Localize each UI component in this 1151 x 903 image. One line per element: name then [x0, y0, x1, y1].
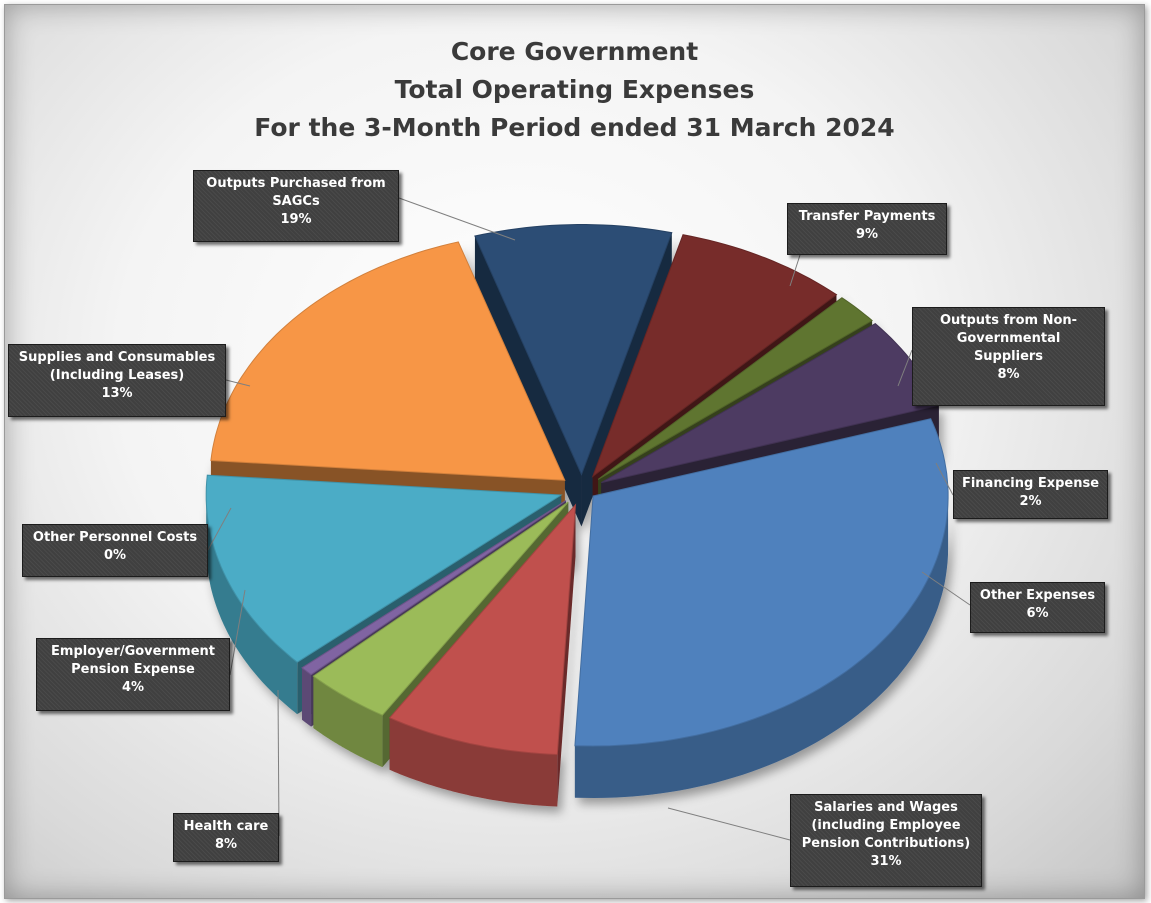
data-label-percent: 6% [1026, 606, 1049, 621]
data-label-name: Other Expenses [979, 588, 1096, 603]
data-label-percent: 0% [103, 548, 127, 563]
slice-side-health-care [389, 717, 558, 807]
data-label-name: Health care [183, 819, 269, 834]
data-label-transfer-payments: Transfer Payments 9% [787, 203, 947, 255]
data-label-outputs-from-non-governmental-suppliers: Outputs from Non- Governmental Suppliers… [912, 307, 1105, 406]
slice-side-salaries-and-wages-including-employee-pension-contributions [574, 496, 949, 798]
data-label-percent: 4% [121, 680, 145, 695]
data-label-percent: 19% [280, 212, 312, 227]
data-label-percent: 9% [855, 227, 879, 242]
slice-health-care [388, 503, 577, 756]
leader-line-employer-government-pension-expense [229, 589, 246, 676]
slice-outputs-from-non-governmental-suppliers [591, 234, 838, 478]
data-label-name: Supplies and Consumables (Including Leas… [18, 350, 216, 383]
slice-edge-transfer-payments [474, 236, 582, 527]
leader-line-transfer-payments [789, 254, 801, 287]
slice-side-employer-government-pension-expense [313, 676, 383, 768]
data-label-percent: 8% [997, 367, 1020, 382]
leader-line-financing-expense [935, 462, 954, 496]
data-label-health-care: Health care 8% [173, 813, 279, 862]
data-label-percent: 2% [1019, 494, 1042, 509]
data-label-percent: 13% [101, 386, 133, 401]
data-label-name: Outputs from Non- Governmental Suppliers [939, 313, 1078, 364]
data-label-percent: 8% [214, 837, 238, 852]
leader-line-supplies-and-consumables-including-leases [225, 379, 251, 387]
leader-line-outputs-purchased-from-sagcs [398, 197, 516, 241]
data-label-name: Transfer Payments [798, 209, 936, 224]
leader-line-salaries-and-wages-including-employee-pension-contributions [667, 807, 791, 841]
data-label-name: Financing Expense [961, 476, 1100, 491]
leader-line-outputs-from-non-governmental-suppliers [897, 349, 913, 387]
slice-side-supplies-and-consumables-including-leases [206, 495, 298, 715]
data-label-salaries-and-wages-including-employee-pension-contributions: Salaries and Wages (including Employee P… [790, 794, 982, 887]
chart-title: Core Government Total Operating Expenses… [254, 37, 895, 142]
data-label-name: Outputs Purchased from SAGCs [206, 176, 386, 209]
slice-side-other-personnel-costs [302, 667, 312, 727]
data-label-employer-government-pension-expense: Employer/Government Pension Expense 4% [36, 638, 230, 711]
data-label-outputs-purchased-from-sagcs: Outputs Purchased from SAGCs 19% [193, 170, 399, 242]
data-label-other-personnel-costs: Other Personnel Costs 0% [22, 524, 208, 577]
data-label-percent: 31% [870, 854, 902, 869]
slice-other-personnel-costs [301, 500, 567, 676]
data-label-name: Other Personnel Costs [32, 530, 198, 545]
leader-line-other-expenses [921, 571, 971, 606]
leader-line-health-care [277, 689, 280, 837]
slice-employer-government-pension-expense [312, 501, 569, 716]
slice-edge-health-care [557, 504, 576, 807]
slice-supplies-and-consumables-including-leases [205, 474, 563, 663]
data-label-name: Salaries and Wages (including Employee P… [801, 800, 971, 851]
data-label-supplies-and-consumables-including-leases: Supplies and Consumables (Including Leas… [8, 344, 226, 417]
slice-salaries-and-wages-including-employee-pension-contributions [574, 418, 949, 747]
data-label-name: Employer/Government Pension Expense [51, 644, 215, 677]
leader-line-other-personnel-costs [207, 507, 232, 551]
slice-transfer-payments [474, 224, 673, 476]
chart-area: Core Government Total Operating Expenses… [4, 4, 1145, 899]
data-label-financing-expense: Financing Expense 2% [953, 470, 1108, 519]
slice-financing-expense [597, 297, 873, 480]
data-label-other-expenses: Other Expenses 6% [970, 582, 1105, 633]
